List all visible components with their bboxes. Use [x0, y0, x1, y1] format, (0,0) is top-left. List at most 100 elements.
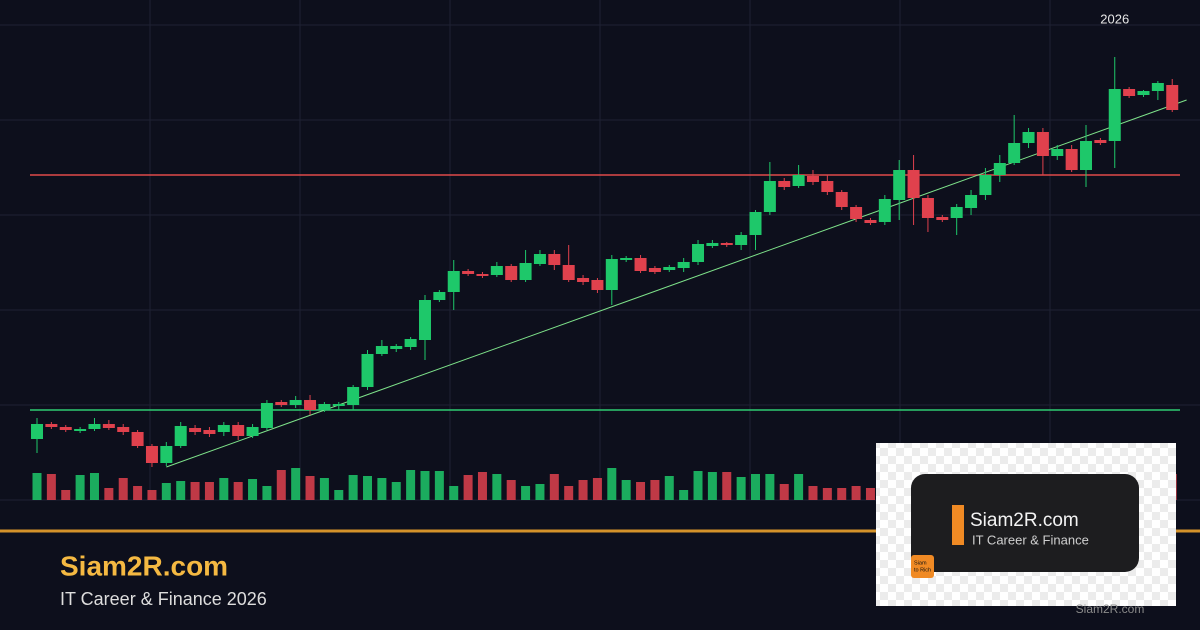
logo-bar [952, 505, 964, 545]
volume-bar [434, 471, 444, 500]
candle-body [792, 175, 805, 186]
candle-body [332, 404, 345, 406]
candle-body [1151, 83, 1164, 91]
candle-body [864, 220, 877, 223]
volume-bar [808, 486, 818, 500]
candle-body [45, 424, 58, 427]
volume-bar [679, 490, 689, 500]
candle-body [778, 181, 791, 187]
candle-body [217, 425, 230, 432]
candle-body [907, 170, 920, 198]
candle-body [1008, 143, 1021, 163]
candle-body [404, 339, 417, 347]
candle-body [677, 262, 690, 268]
candle-body [763, 181, 776, 212]
candle-body [692, 244, 705, 262]
volume-bar [406, 470, 416, 500]
volume-bar [794, 474, 804, 500]
brand-title: Siam2R.com [60, 550, 228, 581]
candle-body [232, 425, 245, 436]
candle-body [519, 263, 532, 280]
volume-bar [363, 476, 373, 500]
volume-bar [607, 468, 617, 500]
candle-body [577, 278, 590, 282]
candle-body [548, 254, 561, 265]
volume-bar [707, 472, 717, 500]
volume-bar [190, 482, 200, 500]
volume-bar [693, 471, 703, 500]
candle-body [878, 199, 891, 222]
candle-body [418, 300, 431, 340]
volume-bar [420, 471, 430, 500]
volume-bar [564, 486, 574, 500]
candle-body [1065, 149, 1078, 170]
candle-body [131, 432, 144, 446]
volume-bar [233, 482, 243, 500]
volume-bar [161, 483, 171, 500]
candle-body [950, 207, 963, 218]
volume-bar [305, 476, 315, 500]
logo-title: Siam2R.com [970, 510, 1079, 531]
volume-bar [32, 473, 42, 500]
candle-body [88, 424, 101, 429]
volume-bar [118, 478, 128, 500]
candle-body [447, 271, 460, 292]
candle-body [648, 268, 661, 272]
candle-body [1051, 149, 1064, 156]
candle-body [1080, 141, 1093, 170]
candle-body [375, 346, 388, 354]
volume-bar [779, 484, 789, 500]
candle-body [505, 266, 518, 280]
volume-bar [449, 486, 459, 500]
candle-body [31, 424, 43, 439]
candle-body [720, 243, 733, 245]
volume-bar [276, 470, 286, 500]
volume-bar [650, 480, 660, 500]
candle-body [433, 292, 446, 300]
candle-body [246, 427, 259, 436]
grid: 2026 [0, 0, 1200, 501]
volume-bar [549, 474, 559, 500]
logo-card [911, 474, 1139, 572]
volume-bar [104, 488, 114, 500]
volume-bar [46, 474, 56, 500]
candle-body [605, 259, 618, 290]
candle-body [533, 254, 546, 264]
volume-bar [477, 472, 487, 500]
volume-bar [578, 480, 588, 500]
candle-body [1108, 89, 1121, 141]
volume-bar [822, 488, 832, 500]
candle-body [74, 429, 87, 431]
candle-body [160, 446, 173, 463]
volume-bar [219, 478, 229, 500]
candle-body [1036, 132, 1049, 156]
volume-bar [348, 475, 358, 500]
candle-body [145, 446, 158, 463]
badge [911, 555, 934, 578]
candle-body [347, 387, 360, 405]
volume-bar [736, 477, 746, 500]
x-tick-label: 2026 [1100, 11, 1129, 26]
volume-bar [61, 490, 71, 500]
candle-body [462, 271, 475, 274]
candle-body [1137, 91, 1150, 95]
volume-bar [492, 474, 502, 500]
volume-bar [176, 481, 186, 500]
volume-bar [851, 486, 861, 500]
volume-bar [204, 482, 214, 500]
candle-body [821, 181, 834, 192]
candle-body [490, 266, 503, 275]
volume-bar [751, 474, 760, 500]
candle-body [289, 400, 302, 405]
candle-body [835, 192, 848, 207]
candle-body [174, 426, 187, 446]
candle-body [965, 195, 978, 208]
candle-body [102, 424, 115, 428]
candle-body [979, 175, 992, 195]
volume-bar [837, 488, 847, 500]
candle-body [562, 265, 575, 280]
volume-bar [865, 488, 875, 500]
candle-body [275, 402, 288, 405]
candle-body [59, 427, 72, 430]
